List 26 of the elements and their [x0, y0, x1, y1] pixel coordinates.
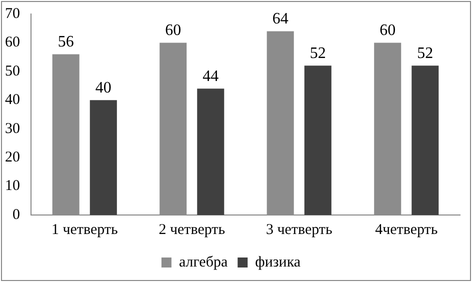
- y-tick-label: 30: [5, 120, 20, 137]
- data-label: 60: [380, 22, 396, 39]
- data-label: 44: [202, 68, 219, 85]
- x-tick-label: 4четверть: [375, 222, 438, 238]
- x-tick-label: 1 четверть: [51, 222, 118, 238]
- bar: [197, 88, 224, 215]
- y-tick-label: 70: [5, 6, 20, 22]
- data-label: 52: [417, 44, 434, 62]
- y-tick-label: 0: [12, 206, 20, 223]
- y-tick-label: 60: [5, 34, 20, 51]
- bar: [304, 66, 332, 215]
- y-tick-label: 40: [5, 92, 20, 108]
- y-tick-label: 10: [5, 178, 20, 194]
- x-tick-label: 2 четверть: [158, 222, 226, 238]
- x-tick-label: 3 четверть: [266, 222, 332, 238]
- bar: [90, 100, 117, 215]
- data-label: 64: [272, 10, 288, 28]
- data-label: 52: [310, 44, 326, 62]
- y-tick-label: 50: [5, 63, 20, 80]
- legend-label: алгебра: [178, 254, 228, 270]
- legend-label: физика: [255, 254, 301, 270]
- data-label: 40: [95, 79, 112, 96]
- y-tick-label: 20: [5, 150, 20, 166]
- bar: [412, 66, 439, 215]
- data-label: 56: [58, 33, 74, 50]
- data-label: 60: [165, 22, 182, 39]
